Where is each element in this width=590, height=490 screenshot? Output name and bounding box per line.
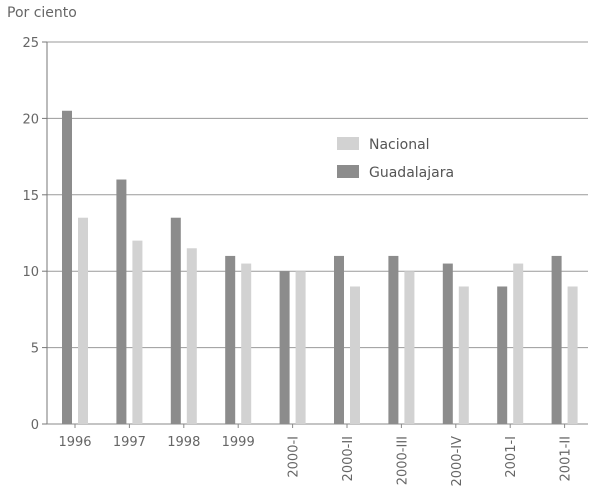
bar-nacional-2001-I xyxy=(513,263,524,424)
bar-guadalajara-1997 xyxy=(116,179,127,424)
legend-swatch-guadalajara xyxy=(337,165,359,178)
bar-nacional-2000-III xyxy=(404,271,415,424)
x-tick-label-2000-III: 2000-III xyxy=(395,436,410,485)
x-tick-label-1996: 1996 xyxy=(58,435,91,450)
bar-nacional-1996 xyxy=(78,217,88,424)
bar-guadalajara-2000-II xyxy=(334,255,344,424)
x-tick-label-1999: 1999 xyxy=(222,435,255,450)
bar-guadalajara-2000-IV xyxy=(442,263,453,424)
y-axis-ticks: 0 5 10 15 20 25 xyxy=(22,36,47,433)
x-tick-label-2000-I: 2000-I xyxy=(287,436,302,478)
y-tick-label-15: 15 xyxy=(22,189,39,204)
legend: Nacional Guadalajara xyxy=(337,137,454,181)
bar-guadalajara-1999 xyxy=(225,255,236,424)
y-tick-label-20: 20 xyxy=(22,112,39,127)
x-tick-label-2000-IV: 2000-IV xyxy=(450,436,465,487)
y-tick-label-5: 5 xyxy=(31,342,39,357)
bar-nacional-2000-II xyxy=(350,286,360,424)
legend-swatch-nacional xyxy=(337,137,359,150)
x-axis-ticks: 1996 1997 1998 1999 2000-I 2000-II 2000-III 200… xyxy=(58,424,574,487)
x-tick-label-2001-I: 2001-I xyxy=(504,436,519,478)
bar-nacional-2001-II xyxy=(567,286,578,424)
legend-label-guadalajara: Guadalajara xyxy=(369,165,454,181)
y-axis-label: Por ciento xyxy=(7,5,77,21)
y-tick-label-25: 25 xyxy=(22,36,39,51)
x-tick-label-2000-II: 2000-II xyxy=(341,436,356,481)
x-tick-label-2001-II: 2001-II xyxy=(559,436,574,481)
x-tick-label-1997: 1997 xyxy=(113,435,146,450)
bar-nacional-1999 xyxy=(241,263,252,424)
bar-guadalajara-1998 xyxy=(170,217,181,424)
bar-nacional-2000-I xyxy=(295,271,306,424)
bar-guadalajara-2001-II xyxy=(551,255,562,424)
bar-nacional-2000-IV xyxy=(458,286,469,424)
bar-guadalajara-2000-III xyxy=(388,255,399,424)
y-tick-label-10: 10 xyxy=(22,265,39,280)
bar-guadalajara-2000-I xyxy=(279,271,290,424)
bar-guadalajara-2001-I xyxy=(497,286,508,424)
y-tick-label-0: 0 xyxy=(31,418,39,433)
bar-guadalajara-1996 xyxy=(62,110,72,424)
x-tick-label-1998: 1998 xyxy=(167,435,200,450)
legend-label-nacional: Nacional xyxy=(369,137,430,153)
bar-nacional-1997 xyxy=(132,240,143,424)
bars xyxy=(62,110,578,424)
bar-nacional-1998 xyxy=(186,248,197,424)
